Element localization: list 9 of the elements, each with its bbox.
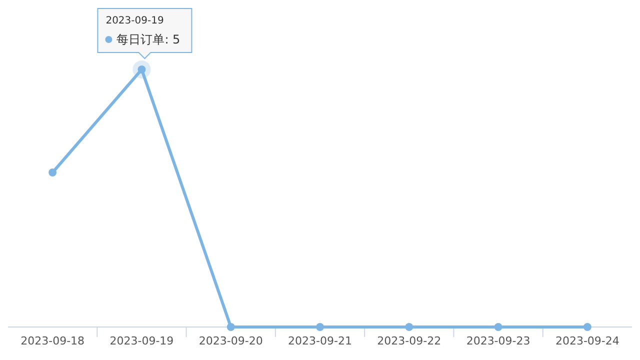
text: 2023-09-19 [106, 16, 164, 26]
text: 每日订单: 5 [116, 32, 180, 46]
x-tick-label: 2023-09-24 [555, 334, 620, 348]
x-tick-label: 2023-09-18 [20, 334, 85, 348]
x-tick-label: 2023-09-21 [288, 334, 352, 348]
x-tick-label: 2023-09-23 [466, 334, 530, 348]
x-tick-label: 2023-09-20 [198, 334, 263, 348]
x-tick-label: 2023-09-22 [377, 334, 442, 348]
x-tick-label: 2023-09-19 [110, 334, 174, 348]
